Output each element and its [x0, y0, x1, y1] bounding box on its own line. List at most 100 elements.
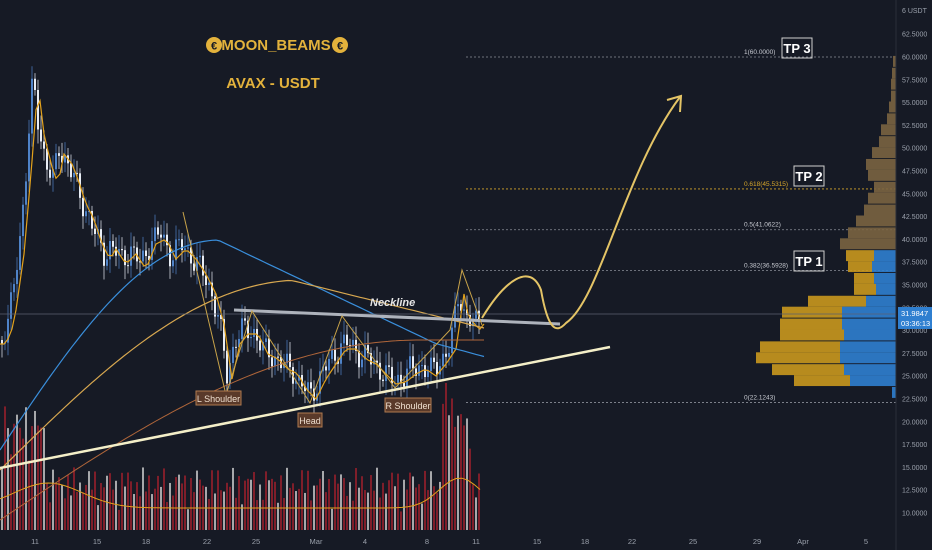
fibonacci-levels: 1(60.0000) 0.618(45.5315) 0.5(41.0622) 0.38… — [466, 49, 896, 403]
candle-body — [181, 239, 183, 250]
volume-profile — [756, 55, 896, 398]
volume-bar — [307, 470, 309, 530]
volume-bar — [97, 505, 99, 530]
volume-bar — [415, 487, 417, 530]
fib-label: 0.382(36.5928) — [744, 262, 788, 269]
candle-body — [58, 153, 60, 156]
candle-body — [223, 318, 225, 351]
candle-body — [220, 315, 222, 319]
volume-bar — [199, 479, 201, 530]
candle-body — [187, 247, 189, 249]
volume-bar — [115, 480, 117, 530]
candle-body — [463, 309, 465, 311]
candle-body — [13, 284, 15, 293]
profile-bar-gold — [846, 250, 874, 262]
candle-body — [298, 375, 300, 381]
candle-body — [268, 338, 270, 358]
candle-body — [118, 248, 120, 256]
volume-bar — [268, 480, 270, 530]
volume-bar — [262, 499, 264, 530]
volume-bar — [358, 487, 360, 530]
candle-body — [406, 368, 408, 387]
volume-bar — [340, 474, 342, 530]
time-tick-label: Apr — [797, 537, 809, 546]
volume-bar — [334, 474, 336, 530]
candle-body — [37, 89, 39, 130]
candle-body — [154, 227, 156, 242]
candle-body — [343, 334, 345, 344]
candle-body — [295, 380, 297, 384]
volume-bar — [100, 482, 102, 530]
candle-body — [313, 388, 315, 401]
profile-bar-brown — [864, 204, 896, 216]
volume-bar — [439, 481, 441, 530]
volume-bar — [418, 484, 420, 530]
candle-body — [112, 241, 114, 247]
volume-bar — [304, 492, 306, 530]
time-tick-label: 22 — [203, 537, 211, 546]
candle-body — [25, 181, 27, 205]
candle-body — [7, 318, 9, 343]
profile-bar-blue — [844, 364, 896, 376]
volume-bar — [22, 438, 24, 530]
time-tick-label: 25 — [252, 537, 260, 546]
candle-body — [199, 255, 201, 258]
volume-bar — [112, 489, 114, 530]
price-tick-label: 37.5000 — [902, 260, 927, 267]
head-label: Head — [299, 416, 321, 426]
profile-bar-brown — [848, 227, 896, 239]
volume-bar — [130, 481, 132, 530]
candle-body — [370, 353, 372, 365]
candle-body — [433, 357, 435, 363]
moving-average-lines — [0, 98, 485, 521]
tp2-box — [793, 165, 825, 187]
volume-bar — [445, 382, 447, 530]
time-tick-label: 8 — [425, 537, 429, 546]
candle-body — [319, 371, 321, 394]
time-tick-label: 5 — [864, 537, 868, 546]
time-axis[interactable]: 11 15 18 22 25 Mar 4 8 11 15 18 22 25 29 Apr 5 — [31, 537, 868, 546]
candle-body — [247, 320, 249, 339]
volume-bar — [247, 478, 249, 530]
candle-body — [475, 310, 477, 319]
volume-bar — [466, 418, 468, 530]
volume-bar — [88, 471, 90, 530]
volume-bar — [235, 497, 237, 530]
volume-bar — [265, 471, 267, 530]
volume-bar — [67, 475, 69, 530]
tp2-label: TP 2 — [795, 169, 822, 184]
volume-bar — [184, 475, 186, 530]
candle-body — [310, 382, 312, 389]
volume-bar — [343, 478, 345, 530]
profile-bar-blue — [892, 386, 896, 398]
price-tick-label: 22.5000 — [902, 397, 927, 404]
volume-bar — [37, 425, 39, 530]
candle-body — [265, 338, 267, 342]
volume-bar — [118, 509, 120, 530]
candle-body — [460, 304, 462, 311]
volume-bar — [301, 470, 303, 530]
candle-body — [436, 362, 438, 375]
candle-body — [217, 315, 219, 317]
candle-body — [358, 350, 360, 368]
profile-bar-blue — [840, 341, 896, 353]
candle-body — [457, 304, 459, 307]
candle-body — [382, 379, 384, 382]
volume-bar — [391, 472, 393, 530]
volume-bar — [259, 484, 261, 530]
candle-body — [241, 318, 243, 339]
price-tick-label: 60.0000 — [902, 55, 927, 62]
candle-body — [172, 260, 174, 267]
candle-body — [253, 328, 255, 338]
volume-bar — [196, 470, 198, 530]
volume-bar — [385, 493, 387, 530]
price-axis[interactable]: 6 USDT 62.5000 60.0000 57.5000 55.0000 52.50… — [895, 0, 932, 550]
volume-bar — [208, 498, 210, 530]
candle-body — [259, 340, 261, 351]
price-tick-label: 40.0000 — [902, 237, 927, 244]
candle-body — [397, 374, 399, 383]
volume-bar — [142, 467, 144, 530]
candle-body — [169, 245, 171, 267]
volume-bar — [217, 470, 219, 530]
